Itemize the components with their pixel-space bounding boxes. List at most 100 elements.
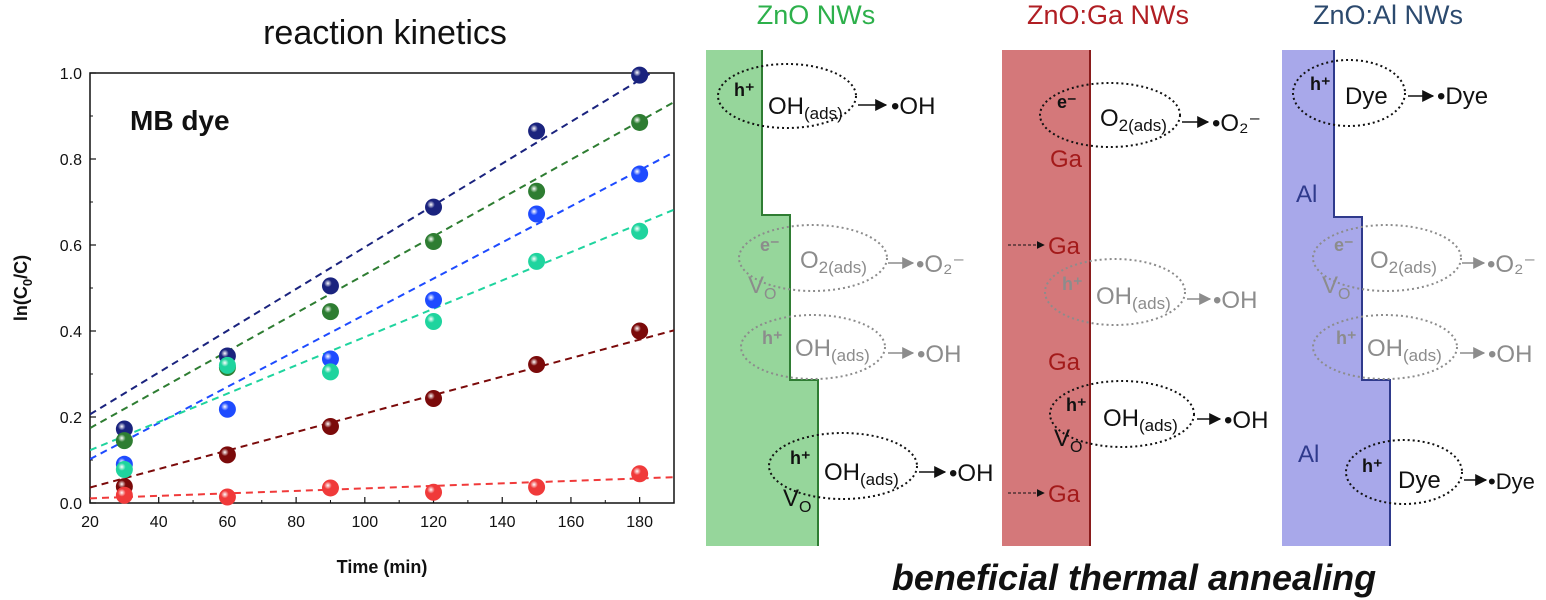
defect-label: VO bbox=[783, 485, 811, 516]
fit-line-4 bbox=[90, 208, 674, 452]
data-point-s4 bbox=[425, 313, 443, 331]
zno-nanowire bbox=[706, 50, 818, 546]
reaction-ellipse bbox=[1049, 380, 1195, 448]
product-label: •Dye bbox=[1437, 83, 1488, 110]
data-point-s5 bbox=[321, 417, 339, 435]
data-point-s5 bbox=[218, 446, 236, 464]
carrier-label: h⁺ bbox=[1310, 74, 1331, 94]
data-point-s2 bbox=[321, 303, 339, 321]
species-label: OH(ads) bbox=[1096, 283, 1171, 313]
y-tick-label: 0.4 bbox=[60, 324, 82, 341]
y-tick-label: 0.0 bbox=[60, 496, 82, 513]
data-point-s1 bbox=[631, 66, 649, 84]
zno-ga-reaction-1: e⁻ O2(ads) •O₂⁻ bbox=[1039, 82, 1261, 148]
data-point-s2 bbox=[528, 182, 546, 200]
data-point-s5 bbox=[631, 322, 649, 340]
x-tick-label: 180 bbox=[626, 514, 653, 531]
y-tick-label: 1.0 bbox=[60, 66, 82, 83]
data-point-s6 bbox=[218, 488, 236, 506]
species-label: OH(ads) bbox=[824, 459, 899, 489]
x-tick-label: 40 bbox=[150, 514, 168, 531]
carrier-label: h⁺ bbox=[1336, 328, 1357, 348]
zno-reaction-4: h⁺ OH(ads) •OH VO bbox=[768, 432, 993, 516]
y-tick-label: 0.6 bbox=[60, 238, 82, 255]
zno-al-reaction-2: e⁻ O2(ads) •O₂⁻ VO bbox=[1312, 224, 1536, 303]
x-tick-label: 160 bbox=[558, 514, 585, 531]
data-point-s2 bbox=[631, 113, 649, 131]
data-point-s1 bbox=[321, 277, 339, 295]
x-tick-label: 120 bbox=[420, 514, 447, 531]
bottom-caption: beneficial thermal annealing bbox=[892, 557, 1376, 598]
zno-reaction-1: h⁺ OH(ads) •OH bbox=[717, 63, 935, 129]
product-label: •OH bbox=[917, 341, 961, 368]
dopant-label-ga: Ga bbox=[1048, 349, 1081, 376]
kinetics-chart: reaction kinetics 20 40 60 80 100 120 140 160 18… bbox=[11, 14, 675, 577]
product-label: •O₂⁻ bbox=[916, 251, 965, 278]
species-label: O2(ads) bbox=[1370, 247, 1437, 277]
reaction-ellipse bbox=[1345, 439, 1463, 505]
product-label: •Dye bbox=[1488, 469, 1535, 494]
product-label: •OH bbox=[891, 93, 935, 120]
x-tick-label: 140 bbox=[489, 514, 516, 531]
carrier-label: h⁺ bbox=[1362, 456, 1383, 476]
defect-label: VO bbox=[748, 272, 776, 303]
species-label: O2(ads) bbox=[1100, 105, 1167, 135]
data-point-s1 bbox=[528, 122, 546, 140]
y-axis-label-tail: /C) bbox=[11, 255, 31, 279]
y-axis-label: ln(C0/C) bbox=[11, 255, 35, 321]
zno-reaction-3: h⁺ OH(ads) •OH bbox=[740, 314, 961, 380]
zno-reaction-2: e⁻ O2(ads) •O₂⁻ VO bbox=[738, 224, 965, 303]
column-title-zno: ZnO NWs bbox=[757, 0, 876, 30]
column-title-zno-ga: ZnO:Ga NWs bbox=[1027, 0, 1189, 30]
dopant-label-ga: Ga bbox=[1050, 146, 1083, 173]
dopant-label-al: Al bbox=[1296, 181, 1317, 208]
data-point-s3 bbox=[321, 350, 339, 368]
carrier-label: h⁺ bbox=[790, 448, 811, 468]
data-point-s4 bbox=[115, 460, 133, 478]
data-point-s3 bbox=[528, 205, 546, 223]
data-point-s6 bbox=[631, 465, 649, 483]
reaction-ellipse bbox=[1312, 224, 1462, 292]
defect-label: VO bbox=[1054, 425, 1082, 456]
data-point-s4 bbox=[218, 356, 236, 374]
defect-label: VO bbox=[1322, 272, 1350, 303]
y-tick-label: 0.8 bbox=[60, 152, 82, 169]
product-label: •O₂⁻ bbox=[1487, 251, 1536, 278]
data-point-s6 bbox=[425, 483, 443, 501]
species-label: OH(ads) bbox=[795, 335, 870, 365]
mechanism-diagram: ZnO NWs ZnO:Ga NWs ZnO:Al NWs h⁺ OH(ads)… bbox=[706, 0, 1536, 598]
zno-surface-edge bbox=[761, 50, 819, 546]
dopant-label-ga: Ga bbox=[1048, 233, 1081, 260]
data-point-s2 bbox=[425, 233, 443, 251]
fit-line-3 bbox=[90, 151, 674, 461]
carrier-label: h⁺ bbox=[734, 80, 755, 100]
reaction-ellipse bbox=[1292, 59, 1406, 127]
reaction-ellipse bbox=[738, 224, 888, 292]
y-axis-label-subscript: 0 bbox=[20, 279, 35, 286]
product-label: •OH bbox=[1488, 341, 1532, 368]
fit-line-5 bbox=[90, 329, 674, 489]
data-point-s6 bbox=[321, 479, 339, 497]
species-label: Dye bbox=[1345, 83, 1388, 110]
reaction-ellipse bbox=[1039, 82, 1181, 148]
zno-ga-reaction-3: h⁺ OH(ads) •OH VO bbox=[1049, 380, 1268, 456]
reaction-ellipse bbox=[768, 432, 918, 500]
dopant-label-ga: Ga bbox=[1048, 481, 1081, 508]
plot-area: 20 40 60 80 100 120 140 160 180 0.0 0.2 0.4 0.6 0.8 1.… bbox=[60, 66, 675, 531]
x-tick-label: 60 bbox=[219, 514, 237, 531]
species-label: O2(ads) bbox=[800, 247, 867, 277]
data-point-s5 bbox=[528, 356, 546, 374]
panel-label: MB dye bbox=[130, 105, 230, 136]
plot-frame bbox=[89, 72, 675, 504]
species-label: OH(ads) bbox=[1367, 335, 1442, 365]
reaction-ellipse bbox=[740, 314, 886, 380]
reaction-ellipse bbox=[1312, 314, 1458, 380]
zno-ga-reaction-2: h⁺ OH(ads) •OH bbox=[1044, 258, 1257, 326]
product-label: •OH bbox=[1224, 407, 1268, 434]
carrier-label: h⁺ bbox=[762, 328, 783, 348]
y-tick-label: 0.2 bbox=[60, 410, 82, 427]
fit-line-2 bbox=[90, 101, 674, 429]
product-label: •OH bbox=[1213, 287, 1257, 314]
species-label: OH(ads) bbox=[1103, 405, 1178, 435]
